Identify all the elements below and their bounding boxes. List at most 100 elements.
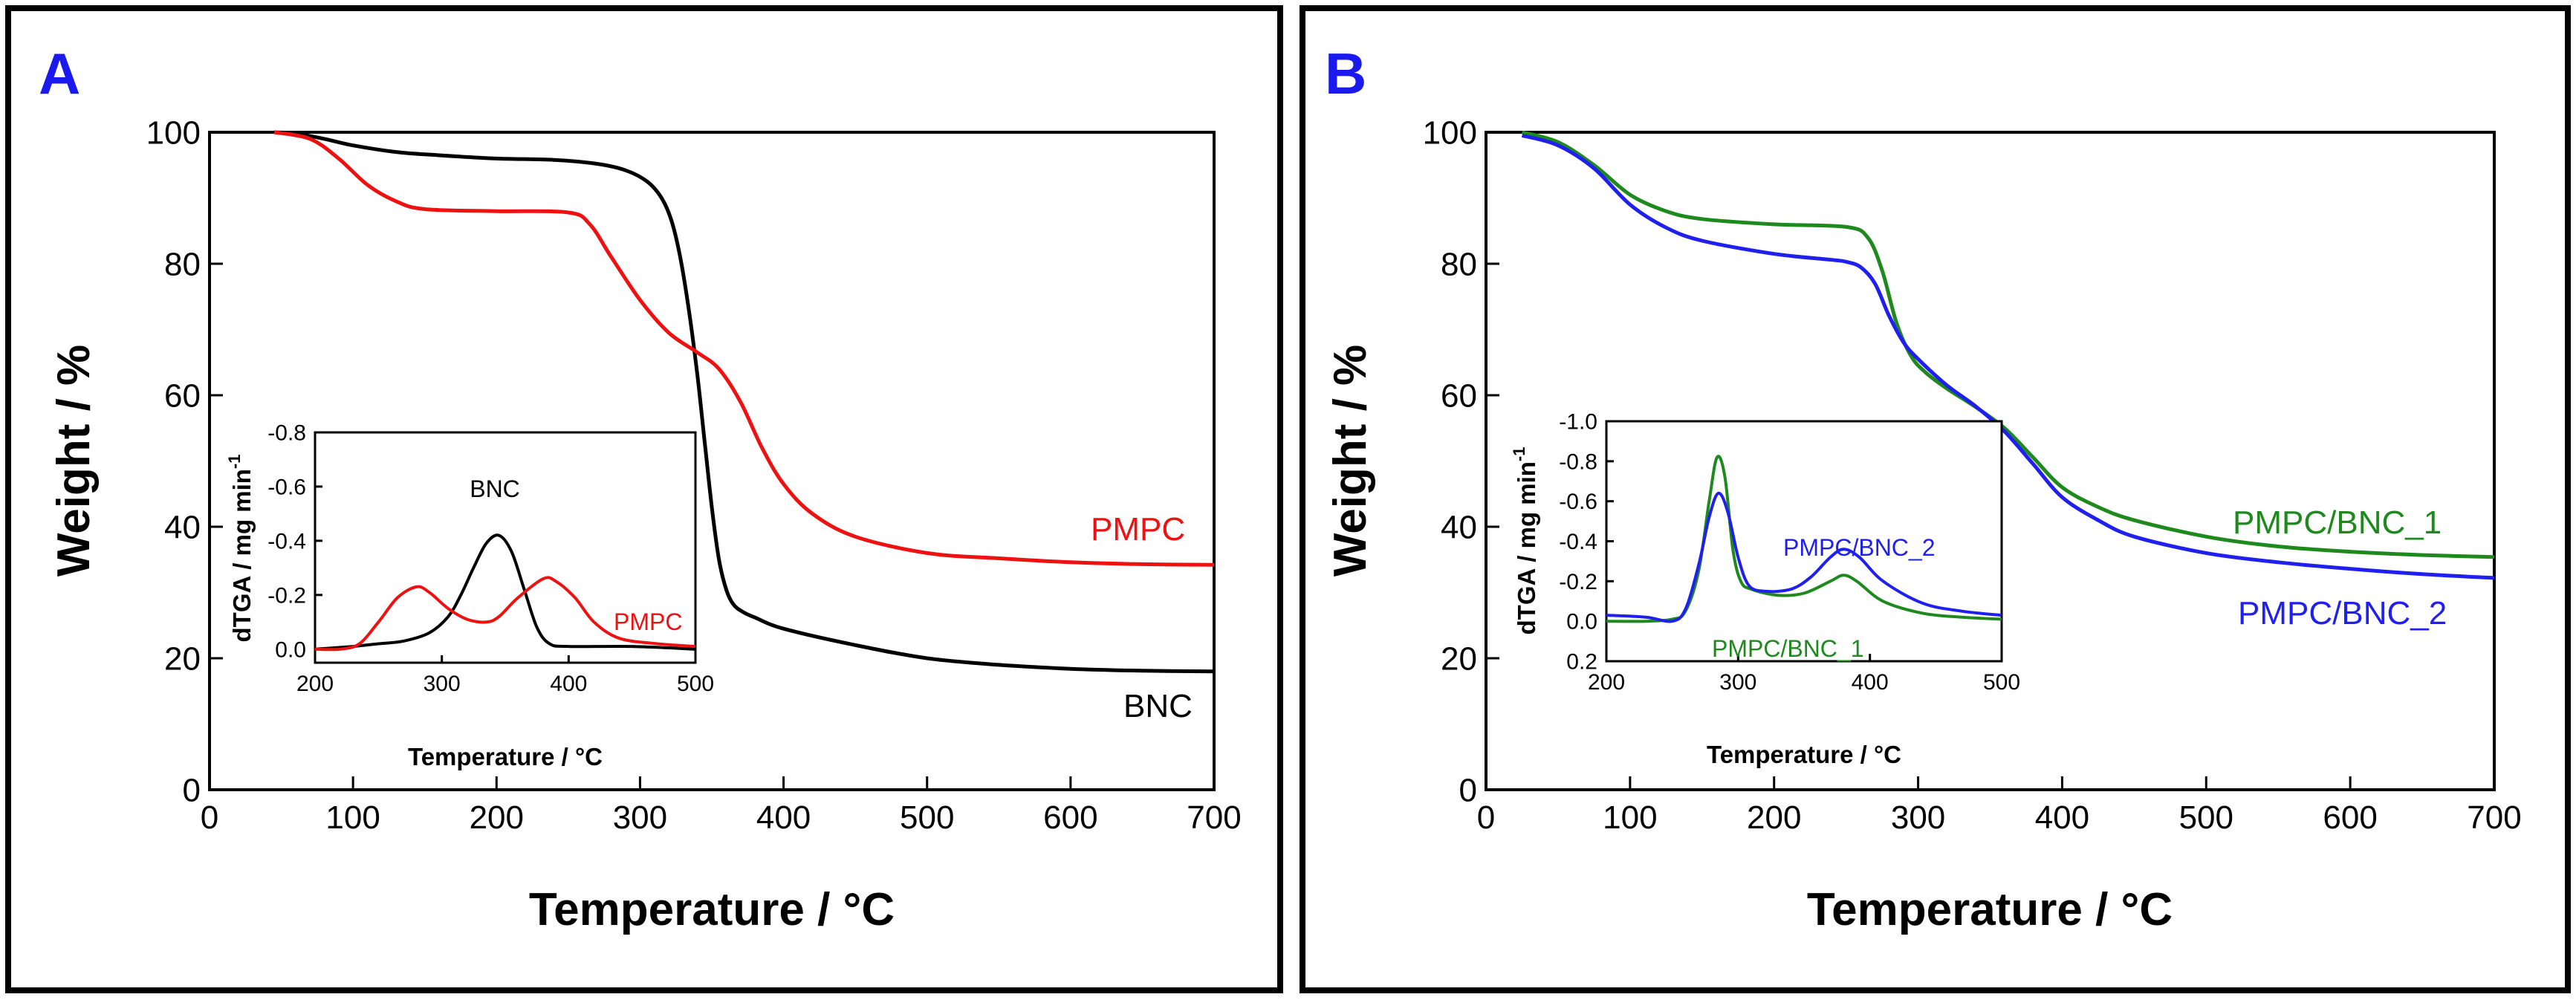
y-axis-label-b-inset-text: dTGA / mg min xyxy=(1513,461,1540,634)
y-tick-label-b-inset-0: -1.0 xyxy=(1559,410,1597,435)
y-axis-a-main: 0 20 40 60 80 100 xyxy=(146,114,223,808)
panel-b-label: B xyxy=(1325,41,1366,106)
plot-area-b-main xyxy=(1485,131,2496,791)
y-tick-label-b-inset-4: -0.2 xyxy=(1559,570,1597,594)
inset-annotation-pmpc: PMPC xyxy=(614,608,682,635)
panel-a-label: A xyxy=(39,41,80,106)
y-tick-label-b-main-2: 40 xyxy=(1441,509,1477,545)
y-tick-label-b-main-3: 60 xyxy=(1441,377,1477,414)
series-line-a-main-pmpc xyxy=(273,130,1215,567)
x-tick-label-b-main-7: 700 xyxy=(2467,799,2521,836)
series-line-a-inset-bnc xyxy=(314,533,696,651)
y-axis-label-a-inset: dTGA / mg min-1 xyxy=(225,455,256,643)
y-tick-label-b-inset-5: 0.0 xyxy=(1566,610,1597,634)
x-axis-b-inset: 200 300 400 500 xyxy=(1588,654,2020,695)
x-tick-label-b-main-1: 100 xyxy=(1603,799,1657,836)
x-tick-label-a-main-6: 600 xyxy=(1043,799,1097,836)
panel-a-frame xyxy=(5,5,1283,993)
inset-annotation-pmpc-bnc-1: PMPC/BNC_1 xyxy=(1712,635,1864,662)
inset-annotation-bnc: BNC xyxy=(470,475,520,502)
x-tick-label-b-main-6: 600 xyxy=(2323,799,2377,836)
x-tick-label-a-main-2: 200 xyxy=(470,799,524,836)
x-tick-label-a-inset-2: 400 xyxy=(550,672,587,696)
y-tick-label-a-main-4: 80 xyxy=(164,246,201,282)
series-group-b-inset xyxy=(1606,455,2002,623)
series-group-a-main xyxy=(273,130,1215,674)
y-tick-label-a-main-2: 40 xyxy=(164,509,201,545)
y-tick-label-a-inset-1: -0.6 xyxy=(267,475,306,499)
annotation-bnc: BNC xyxy=(1123,688,1193,724)
series-line-b-main-pmpc-bnc-1 xyxy=(1521,130,2495,559)
annotation-pmpc-bnc-2: PMPC/BNC_2 xyxy=(2238,595,2447,632)
series-line-b-main-pmpc-bnc-2 xyxy=(1521,133,2495,580)
y-axis-label-b-inset: dTGA / mg min-1 xyxy=(1510,447,1540,635)
y-tick-label-a-inset-3: -0.2 xyxy=(267,583,306,608)
x-tick-label-a-main-3: 300 xyxy=(613,799,667,836)
series-line-a-main-bnc xyxy=(273,130,1215,674)
inset-annotation-pmpc-bnc-2: PMPC/BNC_2 xyxy=(1783,534,1936,561)
annotation-pmpc-bnc-1: PMPC/BNC_1 xyxy=(2233,504,2442,541)
y-tick-label-b-inset-3: -0.4 xyxy=(1559,530,1597,554)
x-tick-label-a-main-4: 400 xyxy=(756,799,811,836)
y-tick-label-b-main-0: 0 xyxy=(1459,772,1477,808)
x-tick-label-b-main-5: 500 xyxy=(2179,799,2233,836)
y-axis-a-inset: -0.8 -0.6 -0.4 -0.2 0.0 xyxy=(267,421,322,662)
x-tick-label-a-inset-1: 300 xyxy=(424,672,461,696)
y-axis-label-a-inset-sup: -1 xyxy=(225,455,244,470)
chart-a-main: 0 100 200 300 400 500 600 700 0 20 40 60 80 100 Temp… xyxy=(48,114,1242,935)
panel-a: A 0 100 200 300 400 500 600 700 0 20 40 60 80 100 Te… xyxy=(5,5,1283,993)
y-tick-label-b-main-5: 100 xyxy=(1423,114,1477,151)
y-tick-label-a-inset-4: 0.0 xyxy=(275,637,306,662)
chart-b-main: 0 100 200 300 400 500 600 700 0 20 40 60 80 100 Temp… xyxy=(1325,114,2522,935)
plot-area-a-main xyxy=(208,131,1216,791)
y-tick-label-b-main-1: 20 xyxy=(1441,640,1477,677)
panel-b: B 0 100 200 300 400 500 600 700 0 20 40 60 80 100 Te… xyxy=(1300,5,2571,993)
x-tick-label-a-inset-3: 500 xyxy=(677,672,714,696)
annotation-pmpc: PMPC xyxy=(1091,511,1185,548)
x-tick-label-a-main-5: 500 xyxy=(900,799,954,836)
y-tick-label-a-inset-0: -0.8 xyxy=(267,421,306,446)
x-tick-label-b-inset-2: 400 xyxy=(1852,670,1889,695)
x-tick-label-b-main-2: 200 xyxy=(1747,799,1801,836)
y-tick-label-a-inset-2: -0.4 xyxy=(267,529,306,553)
x-tick-label-b-inset-0: 200 xyxy=(1588,670,1625,695)
x-tick-label-a-main-0: 0 xyxy=(201,799,218,836)
x-tick-label-a-inset-0: 200 xyxy=(296,672,334,696)
y-tick-label-b-inset-2: -0.6 xyxy=(1559,490,1597,514)
x-tick-label-b-main-0: 0 xyxy=(1477,799,1495,836)
y-tick-label-b-main-4: 80 xyxy=(1441,246,1477,282)
x-axis-label-a-inset: Temperature / °C xyxy=(408,743,603,770)
y-axis-b-main: 0 20 40 60 80 100 xyxy=(1423,114,1499,808)
x-tick-label-b-main-3: 300 xyxy=(1891,799,1945,836)
chart-a-inset: 200 300 400 500 -0.8 -0.6 -0.4 -0.2 0.0 Tempera… xyxy=(225,421,714,771)
y-axis-label-b-inset-sup: -1 xyxy=(1510,447,1528,462)
y-tick-label-b-inset-1: -0.8 xyxy=(1559,449,1597,474)
x-tick-label-a-main-7: 700 xyxy=(1187,799,1241,836)
y-axis-label-a-inset-group: dTGA / mg min-1 xyxy=(225,455,256,643)
x-axis-label-b-inset: Temperature / °C xyxy=(1707,741,1901,768)
x-tick-label-b-inset-3: 500 xyxy=(1983,670,2020,695)
panel-b-frame xyxy=(1300,5,2571,993)
y-axis-b-inset: -1.0 -0.8 -0.6 -0.4 -0.2 0.0 0.2 xyxy=(1559,410,1614,675)
y-tick-label-a-main-0: 0 xyxy=(183,772,201,808)
x-axis-label-b-main: Temperature / °C xyxy=(1807,884,2173,935)
y-tick-label-b-inset-6: 0.2 xyxy=(1566,650,1597,675)
x-axis-label-a-main: Temperature / °C xyxy=(529,884,895,935)
y-axis-label-a-main: Weight / % xyxy=(48,345,100,577)
y-tick-label-a-main-1: 20 xyxy=(164,640,201,677)
chart-b-inset: 200 300 400 500 -1.0-0.8-0.6-0.4-0.20.00.2 … xyxy=(1510,410,2020,769)
x-tick-label-a-main-1: 100 xyxy=(325,799,380,836)
series-line-a-inset-pmpc xyxy=(314,576,696,652)
y-tick-label-a-main-5: 100 xyxy=(146,114,201,151)
x-axis-b-main: 0 100 200 300 400 500 600 700 xyxy=(1477,776,2522,836)
x-tick-label-b-main-4: 400 xyxy=(2035,799,2089,836)
y-tick-label-a-main-3: 60 xyxy=(164,377,201,414)
series-group-b-main xyxy=(1521,130,2495,580)
series-line-b-inset-pmpc-bnc-2 xyxy=(1606,491,2002,623)
y-axis-label-b-inset-group: dTGA / mg min-1 xyxy=(1510,447,1540,635)
y-axis-label-b-main: Weight / % xyxy=(1325,345,1376,577)
x-tick-label-b-inset-1: 300 xyxy=(1719,670,1756,695)
series-group-a-inset xyxy=(314,533,696,652)
x-axis-a-main: 0 100 200 300 400 500 600 700 xyxy=(201,776,1242,836)
